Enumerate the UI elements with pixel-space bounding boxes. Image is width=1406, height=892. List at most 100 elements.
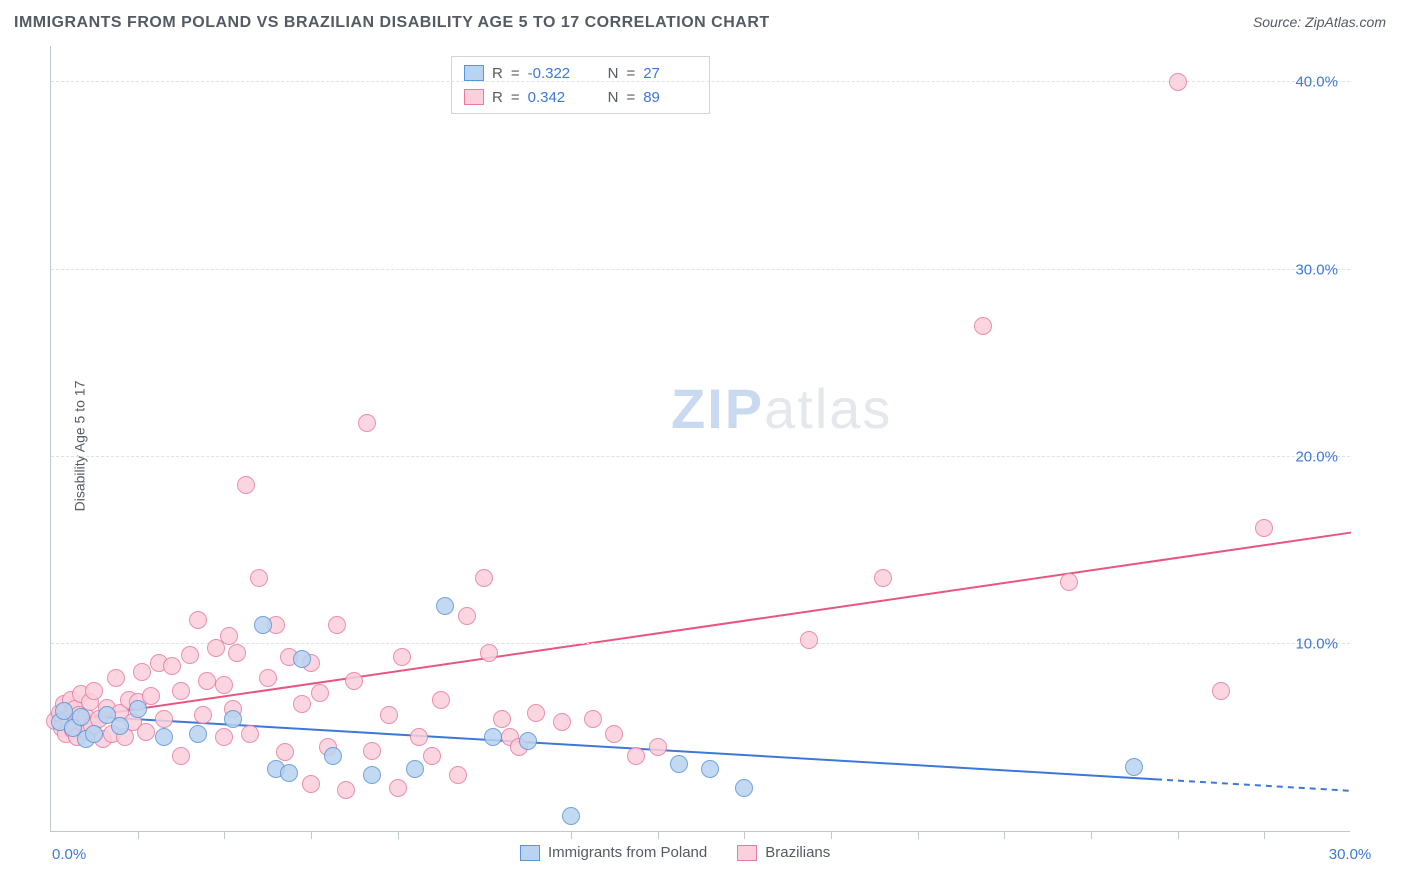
scatter-point-brazil	[124, 713, 142, 731]
scatter-point-brazil	[649, 738, 667, 756]
scatter-point-poland	[254, 616, 272, 634]
scatter-point-brazil	[75, 715, 93, 733]
scatter-point-brazil	[584, 710, 602, 728]
x-tick	[744, 831, 745, 839]
scatter-point-poland	[189, 725, 207, 743]
x-tick	[571, 831, 572, 839]
scatter-point-brazil	[358, 414, 376, 432]
scatter-point-brazil	[198, 672, 216, 690]
scatter-point-brazil	[98, 699, 116, 717]
scatter-point-poland	[77, 730, 95, 748]
gridline-h	[51, 643, 1350, 644]
scatter-point-brazil	[103, 725, 121, 743]
scatter-point-brazil	[449, 766, 467, 784]
scatter-point-poland	[280, 764, 298, 782]
eq-sign: =	[511, 65, 520, 82]
n-value-poland: 27	[643, 65, 697, 82]
scatter-point-brazil	[172, 682, 190, 700]
scatter-point-brazil	[432, 691, 450, 709]
x-tick	[1178, 831, 1179, 839]
scatter-point-poland	[484, 728, 502, 746]
scatter-point-brazil	[311, 684, 329, 702]
scatter-point-brazil	[475, 569, 493, 587]
scatter-point-brazil	[302, 654, 320, 672]
r-label: R	[492, 89, 503, 106]
scatter-point-brazil	[68, 728, 86, 746]
scatter-point-brazil	[345, 672, 363, 690]
scatter-point-brazil	[215, 676, 233, 694]
scatter-point-brazil	[142, 687, 160, 705]
x-tick	[1091, 831, 1092, 839]
scatter-point-brazil	[337, 781, 355, 799]
scatter-point-brazil	[111, 704, 129, 722]
scatter-point-brazil	[66, 700, 84, 718]
scatter-point-poland	[72, 708, 90, 726]
scatter-point-brazil	[53, 719, 71, 737]
scatter-point-brazil	[64, 721, 82, 739]
scatter-point-poland	[111, 717, 129, 735]
trend-line	[1156, 779, 1351, 791]
y-tick-label: 30.0%	[1295, 261, 1338, 278]
scatter-point-brazil	[51, 704, 69, 722]
swatch-poland	[520, 845, 540, 861]
legend-item-poland: Immigrants from Poland	[520, 844, 707, 861]
scatter-point-poland	[324, 747, 342, 765]
scatter-point-poland	[155, 728, 173, 746]
y-tick-label: 20.0%	[1295, 448, 1338, 465]
scatter-point-poland	[129, 700, 147, 718]
scatter-point-brazil	[207, 639, 225, 657]
scatter-point-poland	[406, 760, 424, 778]
scatter-point-brazil	[237, 476, 255, 494]
scatter-point-brazil	[1255, 519, 1273, 537]
x-tick	[1264, 831, 1265, 839]
scatter-point-brazil	[133, 663, 151, 681]
source-credit: Source: ZipAtlas.com	[1253, 14, 1386, 30]
scatter-point-brazil	[72, 685, 90, 703]
eq-sign: =	[626, 65, 635, 82]
scatter-point-brazil	[1060, 573, 1078, 591]
chart-title: IMMIGRANTS FROM POLAND VS BRAZILIAN DISA…	[14, 14, 770, 32]
scatter-point-brazil	[480, 644, 498, 662]
scatter-point-brazil	[501, 728, 519, 746]
scatter-point-brazil	[57, 725, 75, 743]
scatter-point-brazil	[493, 710, 511, 728]
scatter-point-brazil	[155, 710, 173, 728]
scatter-point-poland	[562, 807, 580, 825]
scatter-point-brazil	[85, 682, 103, 700]
scatter-point-brazil	[874, 569, 892, 587]
eq-sign: =	[626, 89, 635, 106]
scatter-point-brazil	[527, 704, 545, 722]
scatter-point-brazil	[389, 779, 407, 797]
chart-container: IMMIGRANTS FROM POLAND VS BRAZILIAN DISA…	[0, 0, 1406, 892]
scatter-point-brazil	[46, 712, 64, 730]
scatter-point-brazil	[62, 691, 80, 709]
scatter-point-brazil	[163, 657, 181, 675]
scatter-point-brazil	[79, 723, 97, 741]
scatter-point-poland	[735, 779, 753, 797]
scatter-point-poland	[98, 706, 116, 724]
scatter-point-brazil	[800, 631, 818, 649]
legend-stats: R = -0.322 N = 27 R = 0.342 N = 89	[451, 56, 710, 114]
swatch-poland	[464, 65, 484, 81]
scatter-point-brazil	[259, 669, 277, 687]
watermark-atlas: atlas	[764, 377, 892, 440]
scatter-point-brazil	[553, 713, 571, 731]
r-label: R	[492, 65, 503, 82]
scatter-point-brazil	[59, 710, 77, 728]
scatter-point-poland	[267, 760, 285, 778]
scatter-point-brazil	[605, 725, 623, 743]
n-value-brazil: 89	[643, 89, 697, 106]
x-tick	[658, 831, 659, 839]
scatter-point-brazil	[129, 693, 147, 711]
scatter-point-brazil	[1212, 682, 1230, 700]
x-tick	[311, 831, 312, 839]
n-label: N	[608, 89, 619, 106]
scatter-point-brazil	[77, 708, 95, 726]
scatter-point-brazil	[410, 728, 428, 746]
scatter-point-poland	[701, 760, 719, 778]
scatter-point-brazil	[293, 695, 311, 713]
scatter-point-brazil	[1169, 73, 1187, 91]
legend-label-poland: Immigrants from Poland	[548, 844, 707, 861]
scatter-point-brazil	[380, 706, 398, 724]
r-value-brazil: 0.342	[528, 89, 582, 106]
